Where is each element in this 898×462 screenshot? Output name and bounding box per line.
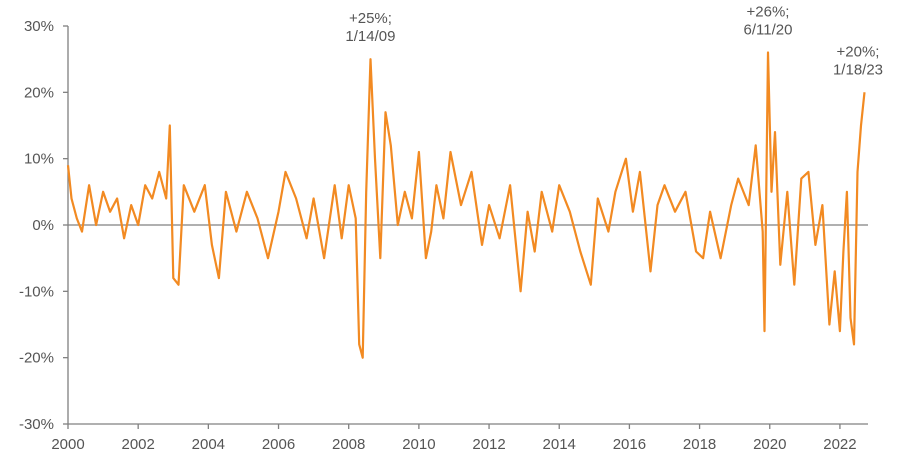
y-tick-label: -30% [19, 416, 54, 433]
peak-annotation-1: +26%; 6/11/20 [744, 4, 793, 39]
x-tick-label: 2022 [823, 436, 856, 453]
x-axis: 2000 2002 2004 2006 2008 2010 2012 2014 2016 2018… [51, 423, 868, 453]
peak-annotation-0: +25%; 1/14/09 [345, 10, 395, 45]
x-tick-label: 2018 [683, 436, 716, 453]
y-axis: 30% 20% 10% 0% -10% -20% -30% [19, 18, 69, 433]
annotation-line: +25%; [349, 10, 392, 27]
annotation-line: 1/18/23 [833, 61, 883, 78]
x-tick-label: 2002 [121, 436, 154, 453]
series-line-0 [66, 51, 866, 359]
x-tick-label: 2004 [192, 436, 225, 453]
x-tick-label: 2008 [332, 436, 365, 453]
x-tick-label: 2020 [753, 436, 786, 453]
x-tick-label: 2012 [472, 436, 505, 453]
x-tick-label: 2006 [262, 436, 295, 453]
x-tick-label: 2010 [402, 436, 435, 453]
y-tick-label: 10% [24, 151, 54, 168]
x-tick-label: 2016 [613, 436, 646, 453]
annotation-line: +26%; [747, 4, 790, 21]
annotation-line: +20%; [837, 43, 880, 60]
y-tick-label: -10% [19, 283, 54, 300]
y-tick-label: 20% [24, 84, 54, 101]
y-tick-label: -20% [19, 350, 54, 367]
x-tick-label: 2000 [51, 436, 84, 453]
y-tick-label: 30% [24, 18, 54, 35]
y-tick-label: 0% [32, 217, 54, 234]
annotation-line: 6/11/20 [744, 22, 793, 39]
annotation-layer: +25%; 1/14/09 +26%; 6/11/20 +20%; 1/18/23 [345, 4, 883, 79]
peak-annotation-2: +20%; 1/18/23 [833, 43, 883, 78]
x-tick-label: 2014 [543, 436, 576, 453]
annotation-line: 1/14/09 [345, 28, 395, 45]
series-layer [66, 51, 866, 359]
